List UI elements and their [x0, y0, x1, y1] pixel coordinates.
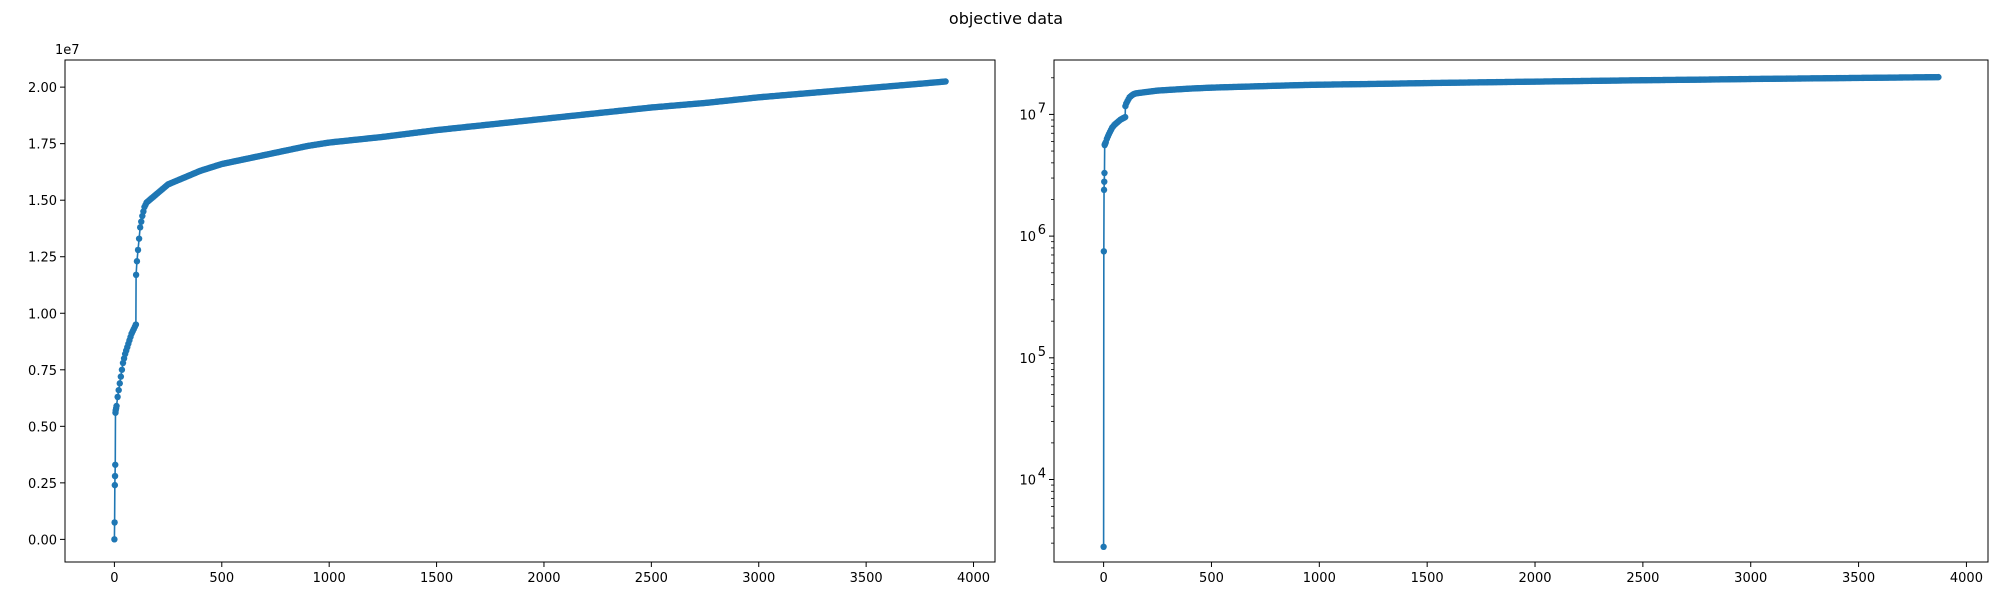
- data-point: [111, 472, 119, 480]
- data-point: [138, 218, 145, 225]
- data-point: [136, 224, 144, 231]
- y-tick-label: 1.50: [28, 194, 57, 209]
- data-point: [133, 258, 141, 265]
- x-tick-label: 0: [110, 571, 118, 586]
- y-tick-label: 10: [1019, 352, 1036, 367]
- data-point: [112, 461, 119, 468]
- data-point: [113, 402, 120, 410]
- data-point: [116, 380, 123, 387]
- data-point: [117, 373, 125, 380]
- x-tick-label: 3000: [1734, 571, 1767, 586]
- data-point: [115, 386, 122, 394]
- axes-frame: [64, 59, 996, 563]
- y-tick-label: 0.00: [28, 533, 57, 548]
- y-offset-text: 1e7: [55, 43, 80, 58]
- x-tick-label: 4000: [957, 571, 990, 586]
- x-tick-label: 4000: [1950, 571, 1983, 586]
- y-tick-label: 2.00: [28, 81, 57, 96]
- data-point: [111, 536, 118, 543]
- y-tick-label: 10: [1019, 230, 1036, 245]
- data-point: [111, 519, 118, 526]
- data-point: [114, 393, 121, 401]
- x-tick-label: 2500: [635, 571, 668, 586]
- figure-suptitle: objective data: [949, 9, 1063, 28]
- axes-frame: [1053, 59, 1989, 563]
- data-point: [134, 246, 142, 254]
- x-tick-label: 2000: [1518, 571, 1551, 586]
- left-subplot: 0 500 1000 1500 2000 2500 3000 3500 4000 0.00 0.25…: [28, 43, 996, 586]
- y-tick-exponent: 4: [1038, 467, 1046, 482]
- x-tick-label: 3500: [850, 571, 883, 586]
- data-point: [111, 481, 119, 489]
- data-point: [1100, 186, 1108, 194]
- y-tick-label: 0.75: [28, 364, 57, 379]
- y-tick-exponent: 7: [1038, 101, 1046, 116]
- x-tick-label: 1000: [1303, 571, 1336, 586]
- data-point: [118, 366, 126, 373]
- x-tick-label: 2000: [527, 571, 560, 586]
- data-point: [1121, 113, 1129, 121]
- data-point: [1100, 543, 1107, 550]
- y-tick-label: 10: [1019, 108, 1036, 123]
- x-tick-label: 0: [1099, 571, 1107, 586]
- data-point: [135, 235, 143, 242]
- x-tick-label: 500: [1199, 571, 1224, 586]
- x-tick-label: 1500: [420, 571, 453, 586]
- x-tick-label: 1000: [313, 571, 346, 586]
- data-point: [942, 78, 949, 85]
- data-point: [1101, 169, 1108, 177]
- data-point: [1935, 73, 1942, 81]
- x-tick-label: 500: [209, 571, 234, 586]
- y-tick-label: 0.25: [28, 477, 57, 492]
- y-tick-exponent: 6: [1038, 223, 1046, 238]
- y-tick-label: 1.75: [28, 138, 57, 153]
- y-tick-exponent: 5: [1038, 345, 1046, 360]
- data-point: [1101, 178, 1108, 185]
- x-tick-label: 3000: [742, 571, 775, 586]
- y-tick-label: 1.00: [28, 307, 57, 322]
- y-tick-label: 0.50: [28, 420, 57, 435]
- y-tick-label: 1.25: [28, 251, 57, 266]
- x-tick-label: 2500: [1626, 571, 1659, 586]
- data-point: [1100, 248, 1108, 255]
- y-tick-label: 10: [1019, 474, 1036, 489]
- data-point: [132, 271, 140, 279]
- data-point: [132, 321, 140, 328]
- x-tick-label: 3500: [1842, 571, 1875, 586]
- x-tick-label: 1500: [1411, 571, 1444, 586]
